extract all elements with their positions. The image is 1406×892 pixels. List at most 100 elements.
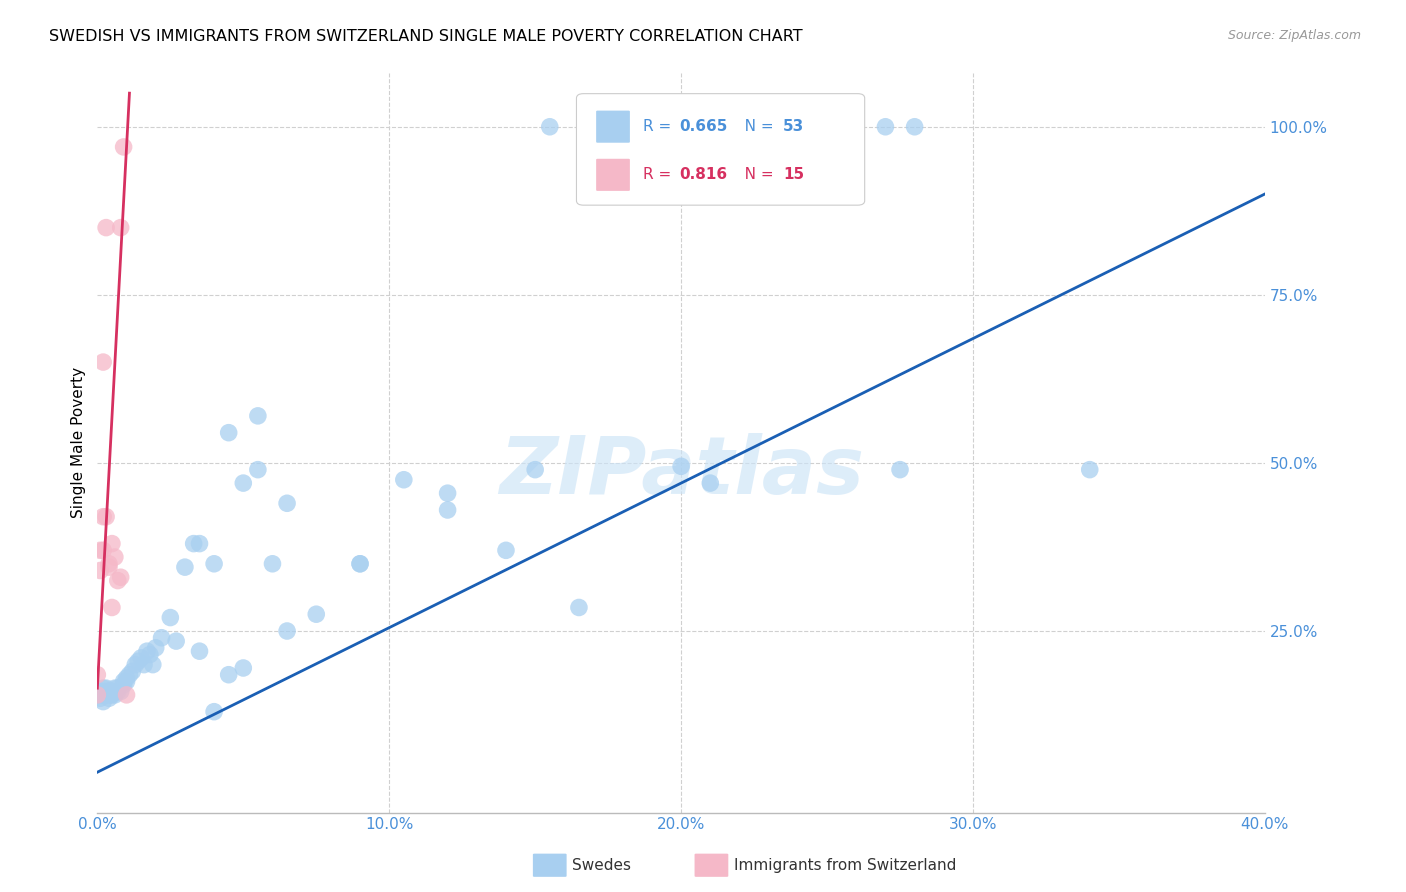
- Point: [145, 640, 167, 655]
- Point: [118, 667, 141, 681]
- Point: [699, 476, 721, 491]
- Text: ZIPatlas: ZIPatlas: [499, 434, 863, 511]
- Point: [538, 120, 561, 134]
- Point: [115, 688, 138, 702]
- Point: [889, 463, 911, 477]
- Point: [218, 667, 240, 681]
- Point: [904, 120, 927, 134]
- Point: [875, 120, 897, 134]
- Point: [568, 600, 591, 615]
- Point: [112, 674, 135, 689]
- Text: 0.816: 0.816: [679, 168, 727, 182]
- Point: [183, 536, 205, 550]
- Point: [349, 557, 371, 571]
- Point: [495, 543, 517, 558]
- Point: [94, 509, 117, 524]
- Point: [232, 661, 254, 675]
- Point: [101, 688, 124, 702]
- Point: [98, 557, 121, 571]
- Text: N =: N =: [730, 168, 778, 182]
- Point: [165, 634, 187, 648]
- Point: [98, 688, 121, 702]
- Point: [91, 688, 114, 702]
- Text: 15: 15: [783, 168, 804, 182]
- Point: [202, 557, 225, 571]
- Point: [202, 705, 225, 719]
- Point: [89, 684, 111, 698]
- Text: SWEDISH VS IMMIGRANTS FROM SWITZERLAND SINGLE MALE POVERTY CORRELATION CHART: SWEDISH VS IMMIGRANTS FROM SWITZERLAND S…: [49, 29, 803, 44]
- Point: [94, 681, 117, 695]
- Point: [86, 688, 108, 702]
- Y-axis label: Single Male Poverty: Single Male Poverty: [72, 368, 86, 518]
- Point: [91, 681, 114, 695]
- Point: [86, 667, 108, 681]
- Point: [107, 681, 129, 695]
- Point: [104, 681, 127, 695]
- Point: [669, 459, 692, 474]
- Point: [107, 574, 129, 588]
- Point: [94, 220, 117, 235]
- Point: [232, 476, 254, 491]
- Text: Source: ZipAtlas.com: Source: ZipAtlas.com: [1227, 29, 1361, 42]
- Point: [89, 543, 111, 558]
- Point: [98, 684, 121, 698]
- Point: [132, 657, 155, 672]
- Point: [142, 657, 165, 672]
- Text: Swedes: Swedes: [572, 858, 631, 872]
- Point: [89, 564, 111, 578]
- Point: [107, 684, 129, 698]
- Point: [104, 550, 127, 565]
- Point: [115, 671, 138, 685]
- Point: [436, 503, 458, 517]
- Point: [91, 509, 114, 524]
- Point: [121, 665, 143, 679]
- Text: N =: N =: [730, 120, 778, 134]
- Point: [392, 473, 415, 487]
- Text: R =: R =: [643, 168, 676, 182]
- Text: R =: R =: [643, 120, 676, 134]
- Point: [110, 570, 132, 584]
- Point: [218, 425, 240, 440]
- Point: [91, 543, 114, 558]
- Point: [174, 560, 197, 574]
- Point: [101, 536, 124, 550]
- Text: 0.665: 0.665: [679, 120, 727, 134]
- Point: [436, 486, 458, 500]
- Point: [246, 409, 269, 423]
- Point: [685, 120, 707, 134]
- Point: [115, 674, 138, 689]
- Point: [246, 463, 269, 477]
- Point: [276, 624, 298, 638]
- Point: [127, 654, 149, 668]
- Point: [129, 651, 152, 665]
- Point: [150, 631, 173, 645]
- Point: [124, 657, 146, 672]
- Point: [188, 644, 211, 658]
- Point: [136, 644, 159, 658]
- Point: [104, 688, 127, 702]
- Point: [1078, 463, 1101, 477]
- Point: [262, 557, 284, 571]
- Point: [86, 688, 108, 702]
- Point: [188, 536, 211, 550]
- Point: [101, 684, 124, 698]
- Point: [112, 140, 135, 154]
- Point: [98, 560, 121, 574]
- Text: 53: 53: [783, 120, 804, 134]
- Text: Immigrants from Switzerland: Immigrants from Switzerland: [734, 858, 956, 872]
- Point: [94, 684, 117, 698]
- Point: [101, 600, 124, 615]
- Point: [305, 607, 328, 622]
- Point: [98, 691, 121, 706]
- Point: [110, 220, 132, 235]
- Point: [94, 688, 117, 702]
- Point: [524, 463, 547, 477]
- Point: [159, 610, 181, 624]
- Point: [655, 120, 678, 134]
- Point: [91, 355, 114, 369]
- Point: [112, 678, 135, 692]
- Point: [349, 557, 371, 571]
- Point: [91, 695, 114, 709]
- Point: [89, 691, 111, 706]
- Point: [110, 684, 132, 698]
